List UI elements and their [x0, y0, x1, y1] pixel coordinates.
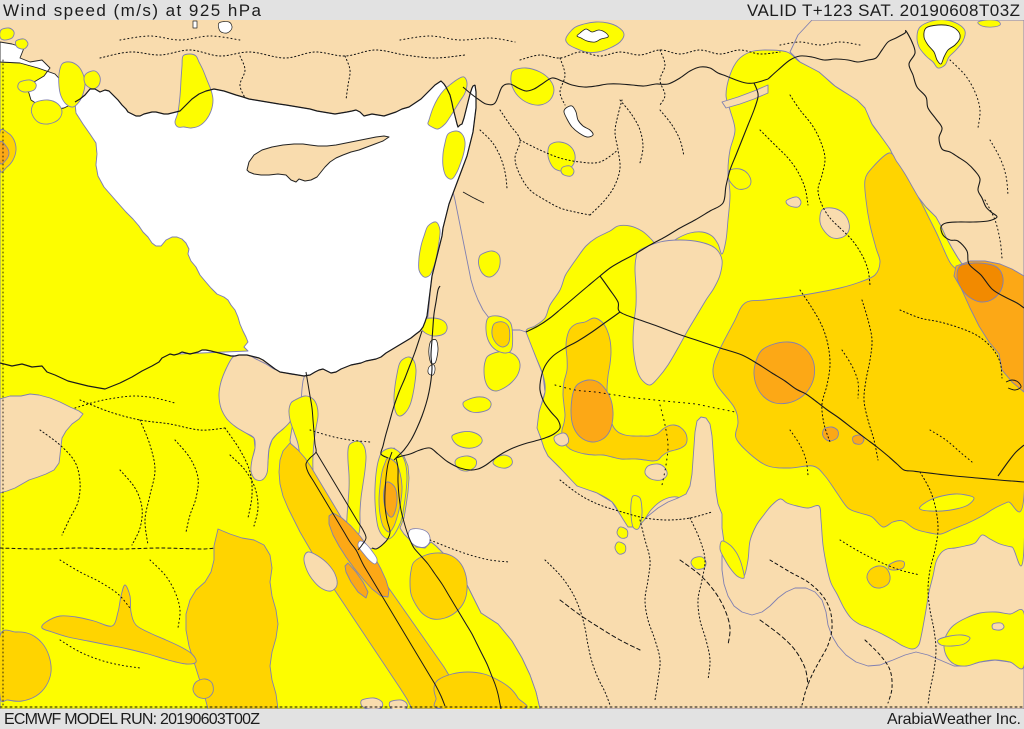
svg-text:ArabiaWeather Inc.: ArabiaWeather Inc. — [887, 711, 1021, 728]
svg-text:ECMWF MODEL RUN: 20190603T00Z: ECMWF MODEL RUN: 20190603T00Z — [4, 711, 260, 728]
svg-text:Wind speed (m/s) at 925 hPa: Wind speed (m/s) at 925 hPa — [3, 1, 262, 20]
svg-text:VALID T+123 SAT. 20190608T03Z: VALID T+123 SAT. 20190608T03Z — [747, 1, 1020, 20]
